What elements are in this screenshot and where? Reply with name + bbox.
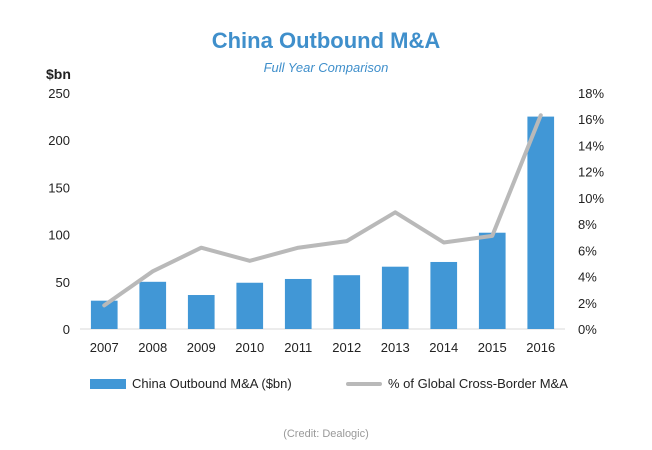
line-point-2008 bbox=[151, 269, 155, 273]
chart-title: China Outbound M&A bbox=[211, 28, 441, 53]
line-point-2015 bbox=[490, 234, 494, 238]
x-tick-label: 2013 bbox=[381, 340, 410, 355]
line-point-2014 bbox=[442, 240, 446, 244]
bar-2009 bbox=[187, 295, 215, 329]
legend-item-bars: China Outbound M&A ($bn) bbox=[90, 376, 292, 391]
right-y-tick-label: 4% bbox=[578, 270, 597, 285]
left-axis-unit: $bn bbox=[46, 66, 71, 82]
right-y-tick-label: 2% bbox=[578, 296, 597, 311]
x-tick-label: 2007 bbox=[90, 340, 119, 355]
x-tick-label: 2012 bbox=[332, 340, 361, 355]
right-y-tick-label: 12% bbox=[578, 165, 604, 180]
left-y-tick-label: 50 bbox=[56, 275, 70, 290]
right-y-tick-label: 10% bbox=[578, 191, 604, 206]
x-tick-label: 2010 bbox=[235, 340, 264, 355]
chart-subtitle: Full Year Comparison bbox=[263, 60, 389, 75]
series-line-global-share bbox=[102, 113, 543, 308]
legend-swatch-line bbox=[346, 381, 382, 386]
line-point-2013 bbox=[393, 210, 397, 214]
credit-text: (Credit: Dealogic) bbox=[283, 428, 369, 440]
x-tick-label: 2014 bbox=[429, 340, 458, 355]
line-point-2007 bbox=[102, 303, 106, 307]
legend-swatch-bars bbox=[90, 378, 126, 389]
bar-2011 bbox=[284, 278, 312, 329]
bar-2012 bbox=[333, 275, 361, 329]
line-point-2010 bbox=[248, 259, 252, 263]
bar-2014 bbox=[430, 261, 458, 329]
bar-2016 bbox=[527, 116, 555, 329]
left-y-tick-label: 150 bbox=[48, 180, 70, 195]
right-y-tick-label: 16% bbox=[578, 112, 604, 127]
x-tick-label: 2009 bbox=[187, 340, 216, 355]
left-y-tick-label: 0 bbox=[63, 322, 70, 337]
legend-item-line: % of Global Cross-Border M&A bbox=[346, 376, 568, 391]
line-point-2009 bbox=[199, 246, 203, 250]
bar-2010 bbox=[236, 282, 264, 329]
bar-2015 bbox=[478, 232, 506, 329]
line-point-2012 bbox=[345, 239, 349, 243]
bar-2008 bbox=[139, 281, 167, 329]
legend-label-bars: China Outbound M&A ($bn) bbox=[132, 376, 292, 391]
legend-label-line: % of Global Cross-Border M&A bbox=[388, 376, 568, 391]
left-y-tick-label: 100 bbox=[48, 228, 70, 243]
x-tick-label: 2008 bbox=[138, 340, 167, 355]
bar-2013 bbox=[381, 266, 409, 329]
right-y-tick-label: 8% bbox=[578, 217, 597, 232]
left-y-tick-label: 200 bbox=[48, 133, 70, 148]
right-y-tick-label: 0% bbox=[578, 322, 597, 337]
line-point-2011 bbox=[296, 246, 300, 250]
x-tick-label: 2015 bbox=[478, 340, 507, 355]
right-y-tick-label: 18% bbox=[578, 86, 604, 101]
x-tick-label: 2016 bbox=[526, 340, 555, 355]
right-y-tick-label: 6% bbox=[578, 243, 597, 258]
chart-plot: 2007 2008 2009 2010 2011 2012 2013 2014 2015 2016… bbox=[48, 86, 604, 355]
line-point-2016 bbox=[539, 113, 543, 117]
legend: China Outbound M&A ($bn) % of Global Cro… bbox=[0, 376, 652, 396]
x-tick-label: 2011 bbox=[284, 340, 312, 355]
right-y-tick-label: 14% bbox=[578, 138, 604, 153]
left-y-tick-label: 250 bbox=[48, 86, 70, 101]
